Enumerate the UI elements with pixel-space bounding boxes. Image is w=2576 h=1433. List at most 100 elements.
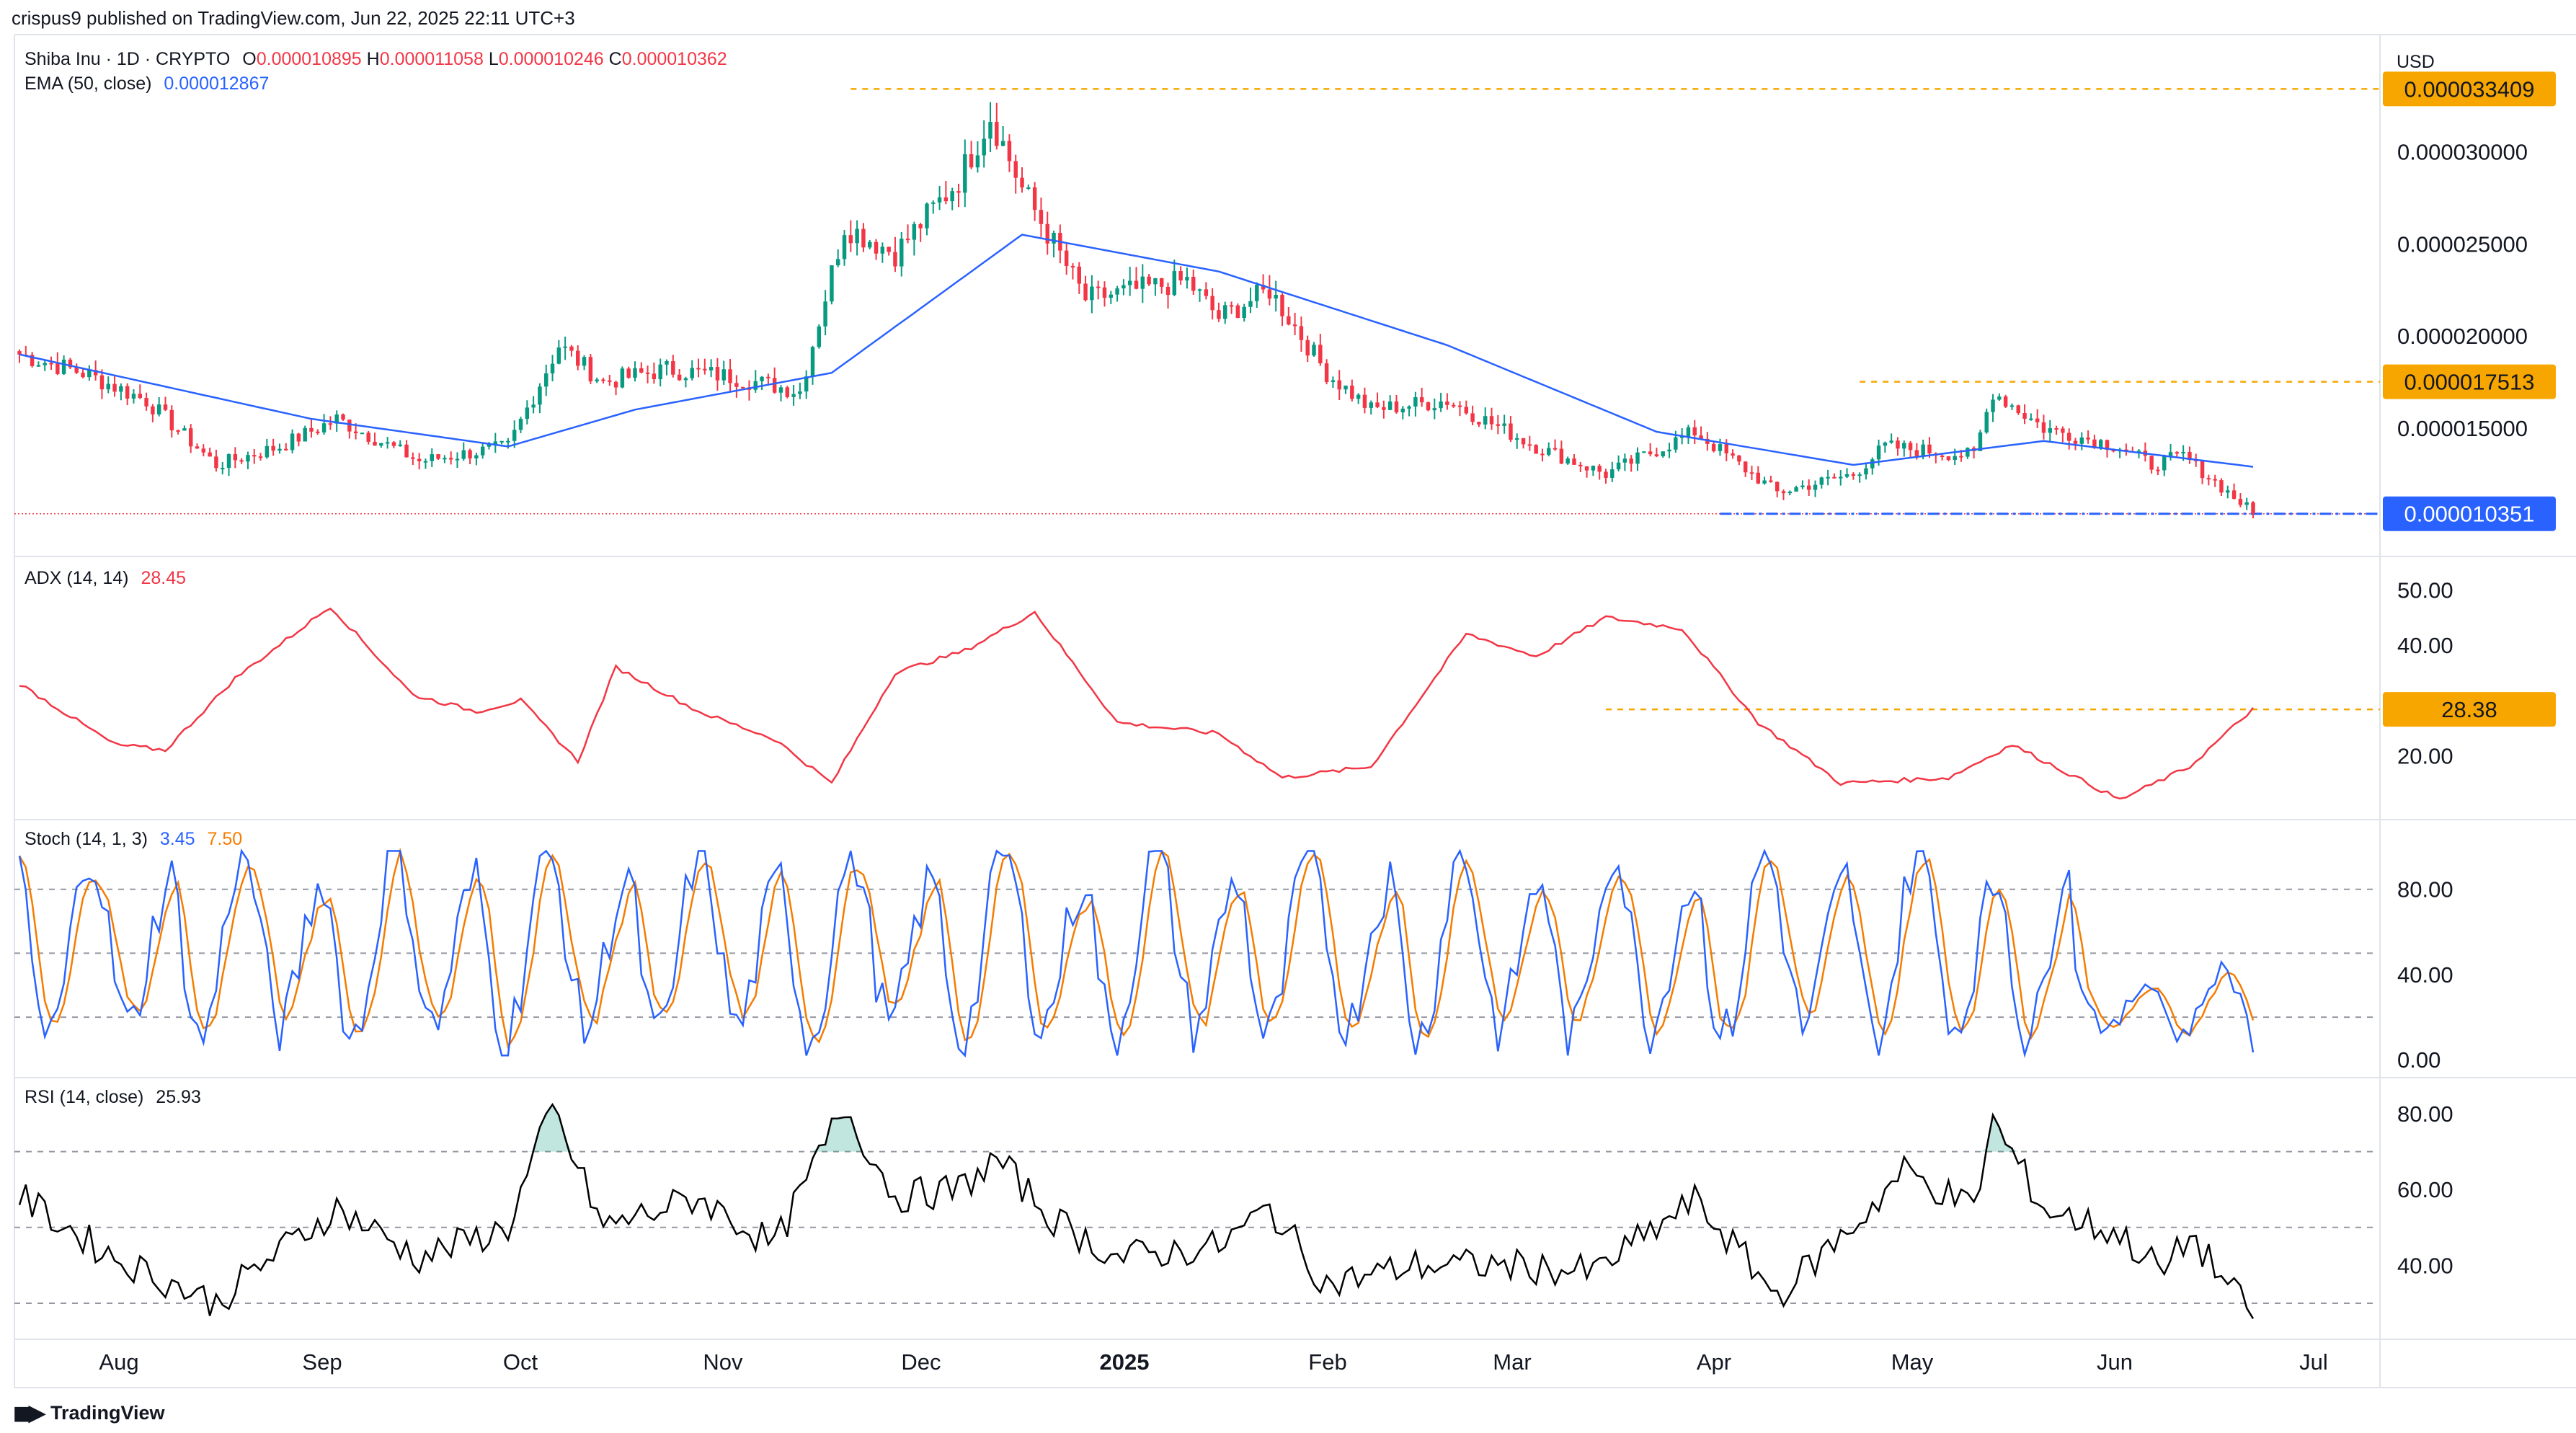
candle-body	[696, 368, 701, 370]
ema-label[interactable]: EMA (50, close)	[25, 74, 152, 94]
candle-body	[1692, 427, 1697, 436]
ohlc-o-label: O	[242, 49, 257, 69]
candle-body	[556, 347, 561, 364]
candle-body	[1464, 407, 1469, 414]
price-tick-label: 0.000030000	[2397, 140, 2528, 165]
candle-body	[1718, 444, 1723, 451]
adx-tick-label: 50.00	[2397, 577, 2453, 603]
candle-body	[1032, 187, 1037, 210]
candle-body	[1324, 363, 1329, 383]
candle-body	[613, 381, 618, 388]
candle-body	[943, 197, 949, 202]
candle-body	[74, 367, 79, 373]
candle-body	[1769, 480, 1773, 482]
price-axis: 0.000015000 0.000020000 0.000025000 0.00003…	[2383, 71, 2556, 1278]
candle-body	[835, 259, 840, 266]
stoch-pane	[14, 847, 2379, 1058]
candle-body	[2016, 405, 2020, 414]
candle-body	[703, 368, 707, 371]
candle-body	[277, 448, 282, 451]
candle-body	[30, 355, 35, 366]
candle-body	[1711, 443, 1716, 451]
candle-body	[2168, 452, 2173, 456]
candle-body	[499, 440, 504, 443]
candle-body	[321, 423, 327, 432]
candle-body	[1210, 296, 1214, 311]
x-tick-label: 2025	[1100, 1349, 1150, 1375]
candle-body	[144, 398, 148, 407]
candle-body	[1959, 456, 1963, 458]
candle-body	[341, 414, 345, 420]
candle-body	[1191, 277, 1196, 291]
candle-body	[721, 369, 726, 381]
candle-body	[1419, 397, 1424, 403]
candle-body	[1223, 305, 1227, 319]
candle-body	[1978, 432, 1983, 451]
candle-body	[49, 363, 53, 365]
candle-body	[93, 370, 98, 376]
adx-line	[19, 607, 2254, 800]
candle-body	[1178, 271, 1183, 281]
candle-body	[2041, 422, 2046, 433]
stoch-label[interactable]: Stoch (14, 1, 3)	[25, 829, 148, 849]
tradingview-logo[interactable]: ◼▶ TradingView	[13, 1401, 165, 1426]
candle-body	[214, 456, 218, 469]
candle-body	[1287, 316, 1291, 325]
candle-body	[918, 224, 923, 229]
x-tick-label: May	[1891, 1349, 1934, 1375]
stoch-k-value: 3.45	[159, 829, 195, 849]
candle-body	[1140, 276, 1145, 289]
candle-body	[1000, 141, 1005, 146]
candle-body	[188, 428, 193, 447]
candle-body	[1864, 468, 1868, 475]
candle-body	[1927, 444, 1932, 454]
candle-body	[2048, 428, 2053, 433]
candle-body	[1400, 408, 1405, 413]
candle-body	[226, 454, 231, 469]
candle-body	[766, 376, 770, 378]
candle-body	[772, 378, 777, 393]
candle-body	[1096, 286, 1101, 288]
candle-body	[1591, 466, 1596, 471]
candle-body	[239, 460, 244, 462]
stoch-d-line	[18, 847, 2255, 1050]
candle-body	[328, 423, 333, 425]
candle-body	[1572, 458, 1576, 465]
candle-body	[1267, 289, 1272, 299]
candle-body	[683, 378, 688, 381]
candle-body	[1622, 458, 1627, 463]
price-pane	[14, 88, 2380, 519]
rsi-overbought-fill	[812, 1117, 863, 1152]
candle-body	[258, 456, 263, 458]
legend-ema: EMA (50, close) 0.000012867	[25, 74, 269, 94]
candle-body	[715, 367, 720, 381]
candle-body	[925, 203, 929, 229]
candle-body	[1699, 435, 1703, 439]
candle-body	[2213, 479, 2217, 481]
tradingview-logo-icon: ◼▶	[13, 1401, 45, 1425]
candle-body	[1147, 276, 1151, 285]
rsi-label[interactable]: RSI (14, close)	[25, 1087, 144, 1107]
candle-body	[531, 404, 536, 408]
candle-body	[366, 432, 370, 442]
candle-body	[861, 229, 866, 248]
candle-body	[1806, 485, 1811, 490]
candle-body	[1470, 413, 1475, 422]
symbol-title[interactable]: Shiba Inu · 1D · CRYPTO	[25, 49, 231, 69]
candle-body	[912, 224, 917, 240]
candle-body	[1413, 397, 1418, 407]
candle-body	[868, 241, 872, 248]
candle-body	[1172, 271, 1177, 296]
candle-body	[1153, 278, 1158, 285]
candle-body	[905, 239, 910, 241]
candle-body	[2175, 452, 2180, 454]
candle-body	[1667, 449, 1671, 452]
x-tick-label: Apr	[1697, 1349, 1731, 1375]
adx-label[interactable]: ADX (14, 14)	[25, 568, 129, 588]
candle-body	[880, 247, 885, 254]
candle-body	[506, 440, 510, 443]
candle-body	[1439, 401, 1443, 409]
candle-body	[1578, 464, 1583, 466]
candle-body	[1883, 442, 1888, 446]
